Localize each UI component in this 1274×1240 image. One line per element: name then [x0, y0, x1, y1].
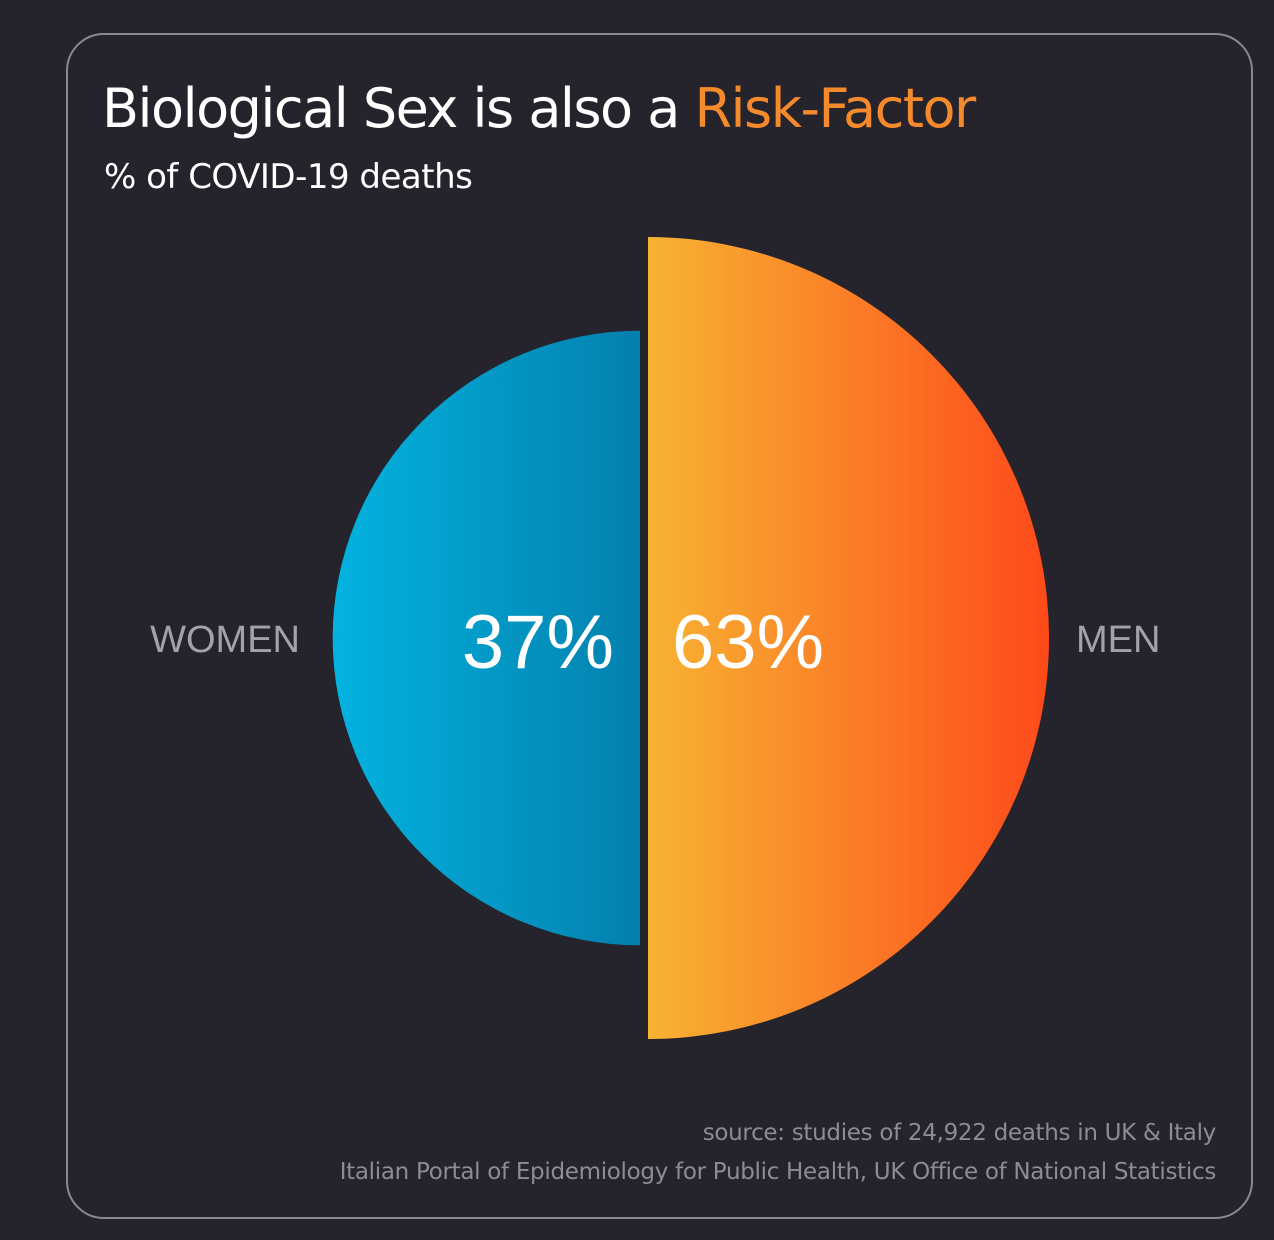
title-highlight: Risk-Factor [694, 77, 977, 140]
women-category-label: WOMEN [150, 619, 300, 661]
title-prefix: Biological Sex is also a [102, 77, 695, 140]
men-slice [648, 237, 1049, 1039]
source-line-2: Italian Portal of Epidemiology for Publi… [339, 1159, 1217, 1185]
chart-title: Biological Sex is also a Risk-Factor [102, 82, 976, 136]
men-category-label: MEN [1076, 619, 1160, 661]
chart-card [66, 33, 1253, 1219]
source-line-1: source: studies of 24,922 deaths in UK &… [702, 1120, 1217, 1146]
women-slice [332, 330, 640, 946]
chart-subtitle: % of COVID-19 deaths [104, 157, 473, 197]
women-value-label: 37% [462, 600, 614, 685]
men-value-label: 63% [672, 600, 824, 685]
